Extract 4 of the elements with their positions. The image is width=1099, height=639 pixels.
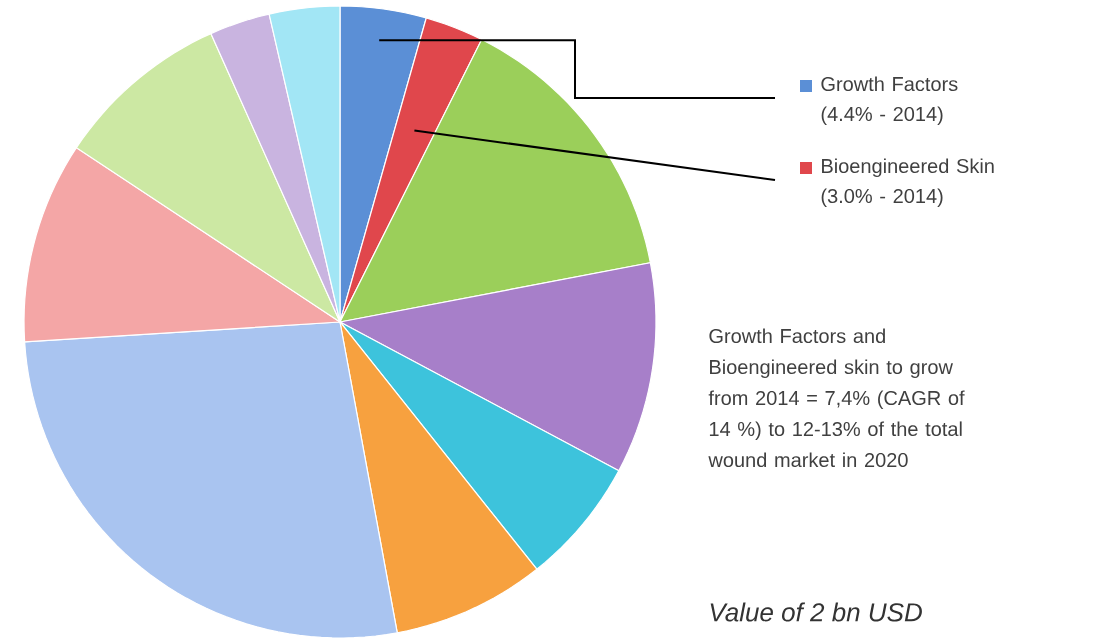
text: Value of 2 bn USD xyxy=(710,602,922,622)
text: Growth Factors and Bioengineered skin to grow from 2014 = 7,4% (CAGR of 14 %) to 12-13% of the total wound market in 2020 xyxy=(708,328,965,468)
legend-label: Growth Factors (4.4% - 2014) xyxy=(821,76,958,126)
legend-label: Bioengineered Skin (3.0% - 2014) xyxy=(821,158,994,208)
